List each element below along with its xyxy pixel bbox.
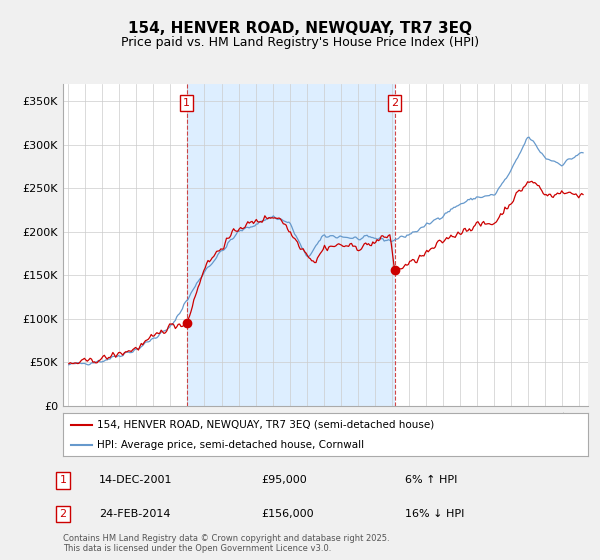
Text: 154, HENVER ROAD, NEWQUAY, TR7 3EQ: 154, HENVER ROAD, NEWQUAY, TR7 3EQ xyxy=(128,21,472,36)
Text: 16% ↓ HPI: 16% ↓ HPI xyxy=(405,509,464,519)
Text: 154, HENVER ROAD, NEWQUAY, TR7 3EQ (semi-detached house): 154, HENVER ROAD, NEWQUAY, TR7 3EQ (semi… xyxy=(97,419,434,430)
Text: Contains HM Land Registry data © Crown copyright and database right 2025.
This d: Contains HM Land Registry data © Crown c… xyxy=(63,534,389,553)
Text: 24-FEB-2014: 24-FEB-2014 xyxy=(99,509,170,519)
Text: £156,000: £156,000 xyxy=(261,509,314,519)
Bar xyxy=(187,84,395,406)
Text: £95,000: £95,000 xyxy=(261,475,307,486)
Text: HPI: Average price, semi-detached house, Cornwall: HPI: Average price, semi-detached house,… xyxy=(97,441,364,450)
Text: 1: 1 xyxy=(183,98,190,108)
Text: 14-DEC-2001: 14-DEC-2001 xyxy=(99,475,173,486)
Text: 2: 2 xyxy=(391,98,398,108)
Text: 2: 2 xyxy=(59,509,67,519)
Text: 1: 1 xyxy=(59,475,67,486)
Text: Price paid vs. HM Land Registry's House Price Index (HPI): Price paid vs. HM Land Registry's House … xyxy=(121,36,479,49)
Text: 6% ↑ HPI: 6% ↑ HPI xyxy=(405,475,457,486)
